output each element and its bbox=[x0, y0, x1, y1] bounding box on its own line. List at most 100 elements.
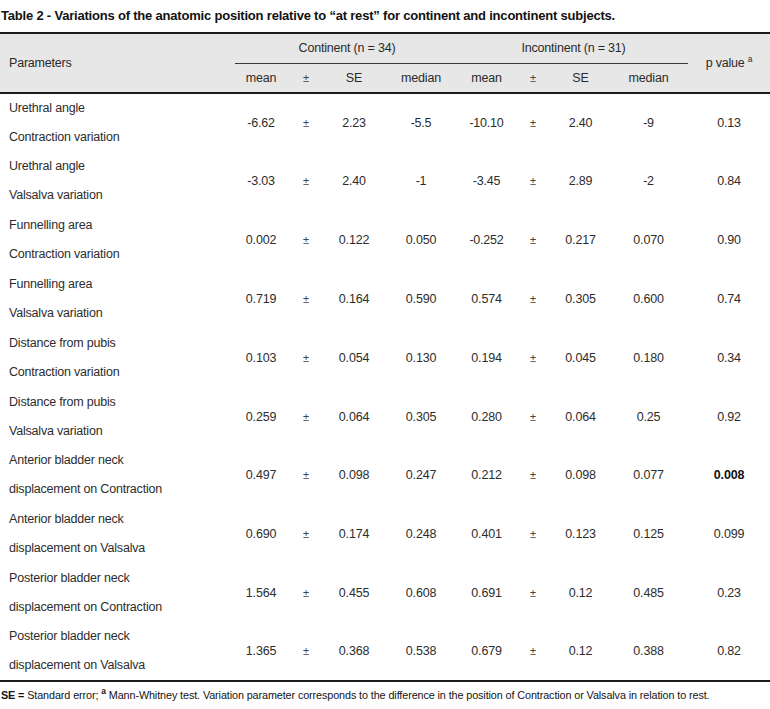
col-header-plus-minus-incontinent: ± bbox=[514, 63, 552, 93]
table-header: Parameters Continent (n = 34) Incontinen… bbox=[0, 33, 770, 93]
continent-se: 0.164 bbox=[325, 270, 383, 329]
incontinent-se: 0.123 bbox=[552, 505, 609, 564]
incontinent-mean: -0.252 bbox=[459, 211, 514, 270]
incontinent-se: 0.045 bbox=[552, 328, 609, 387]
plus-minus-sign: ± bbox=[287, 564, 325, 623]
p-value: 0.23 bbox=[688, 564, 770, 623]
incontinent-mean: -10.10 bbox=[459, 93, 514, 152]
col-header-se-incontinent: SE bbox=[552, 63, 609, 93]
continent-median: 0.608 bbox=[383, 564, 459, 623]
parameter-line-2: Valsalva variation bbox=[9, 417, 235, 446]
incontinent-median: -9 bbox=[609, 93, 688, 152]
plus-minus-sign: ± bbox=[287, 328, 325, 387]
incontinent-median: 0.077 bbox=[609, 446, 688, 505]
parameter-line-1: Urethral angle bbox=[9, 152, 235, 181]
parameter-line-2: displacement on Valsalva bbox=[9, 534, 235, 563]
continent-median: 0.130 bbox=[383, 328, 459, 387]
continent-mean: 0.690 bbox=[235, 505, 287, 564]
plus-minus-sign: ± bbox=[514, 387, 552, 446]
p-value: 0.90 bbox=[688, 211, 770, 270]
incontinent-mean: 0.280 bbox=[459, 387, 514, 446]
continent-mean: -3.03 bbox=[235, 152, 287, 211]
paper-table-page: Table 2 - Variations of the anatomic pos… bbox=[0, 0, 770, 709]
parameter-line-1: Funnelling area bbox=[9, 211, 235, 240]
col-header-p-value: p value a bbox=[688, 33, 770, 93]
parameter-line-2: displacement on Valsalva bbox=[9, 651, 235, 680]
incontinent-mean: 0.194 bbox=[459, 328, 514, 387]
plus-minus-sign: ± bbox=[287, 387, 325, 446]
plus-minus-sign: ± bbox=[514, 328, 552, 387]
continent-median: 0.050 bbox=[383, 211, 459, 270]
plus-minus-sign: ± bbox=[514, 505, 552, 564]
p-value: 0.74 bbox=[688, 270, 770, 329]
col-group-incontinent: Incontinent (n = 31) bbox=[459, 33, 688, 63]
incontinent-se: 0.12 bbox=[552, 622, 609, 681]
continent-se: 0.098 bbox=[325, 446, 383, 505]
incontinent-median: 0.485 bbox=[609, 564, 688, 623]
results-table: Parameters Continent (n = 34) Incontinen… bbox=[0, 32, 770, 682]
plus-minus-sign: ± bbox=[514, 622, 552, 681]
parameter-line-1: Distance from pubis bbox=[9, 388, 235, 417]
incontinent-se: 0.12 bbox=[552, 564, 609, 623]
plus-minus-sign: ± bbox=[514, 270, 552, 329]
p-value: 0.008 bbox=[688, 446, 770, 505]
incontinent-se: 0.098 bbox=[552, 446, 609, 505]
col-header-parameters: Parameters bbox=[0, 33, 235, 93]
parameter-line-1: Anterior bladder neck bbox=[9, 446, 235, 475]
parameter-line-1: Funnelling area bbox=[9, 270, 235, 299]
table-row: Anterior bladder neck displacement on Co… bbox=[0, 446, 770, 505]
table-footnote: SE = Standard error; a Mann-Whitney test… bbox=[0, 682, 770, 701]
parameter-line-1: Distance from pubis bbox=[9, 329, 235, 358]
continent-se: 2.23 bbox=[325, 93, 383, 152]
continent-se: 0.064 bbox=[325, 387, 383, 446]
continent-mean: -6.62 bbox=[235, 93, 287, 152]
footnote-se-abbrev: SE = bbox=[1, 689, 27, 701]
continent-mean: 0.719 bbox=[235, 270, 287, 329]
incontinent-median: -2 bbox=[609, 152, 688, 211]
continent-median: -1 bbox=[383, 152, 459, 211]
continent-se: 0.455 bbox=[325, 564, 383, 623]
plus-minus-sign: ± bbox=[287, 93, 325, 152]
col-header-median-continent: median bbox=[383, 63, 459, 93]
incontinent-se: 0.064 bbox=[552, 387, 609, 446]
plus-minus-sign: ± bbox=[514, 446, 552, 505]
table-caption: Table 2 - Variations of the anatomic pos… bbox=[0, 6, 770, 32]
table-row: Posterior bladder neck displacement on C… bbox=[0, 564, 770, 623]
incontinent-median: 0.25 bbox=[609, 387, 688, 446]
plus-minus-sign: ± bbox=[514, 211, 552, 270]
table-body: Urethral angle Contraction variation -6.… bbox=[0, 93, 770, 681]
plus-minus-sign: ± bbox=[287, 270, 325, 329]
footnote-se-definition: Standard error; bbox=[27, 689, 101, 701]
parameter-line-1: Urethral angle bbox=[9, 94, 235, 123]
continent-mean: 0.259 bbox=[235, 387, 287, 446]
continent-se: 2.40 bbox=[325, 152, 383, 211]
continent-mean: 1.564 bbox=[235, 564, 287, 623]
table-row: Urethral angle Valsalva variation -3.03 … bbox=[0, 152, 770, 211]
continent-se: 0.054 bbox=[325, 328, 383, 387]
continent-median: 0.590 bbox=[383, 270, 459, 329]
p-value-label: p value bbox=[706, 56, 745, 70]
parameter-line-1: Posterior bladder neck bbox=[9, 564, 235, 593]
parameter-line-1: Anterior bladder neck bbox=[9, 505, 235, 534]
incontinent-se: 0.305 bbox=[552, 270, 609, 329]
continent-mean: 0.497 bbox=[235, 446, 287, 505]
incontinent-mean: 0.212 bbox=[459, 446, 514, 505]
incontinent-median: 0.125 bbox=[609, 505, 688, 564]
parameter-line-2: displacement on Contraction bbox=[9, 593, 235, 622]
col-header-mean-incontinent: mean bbox=[459, 63, 514, 93]
col-group-continent: Continent (n = 34) bbox=[235, 33, 459, 63]
plus-minus-sign: ± bbox=[287, 505, 325, 564]
parameter-line-2: Valsalva variation bbox=[9, 181, 235, 210]
continent-median: -5.5 bbox=[383, 93, 459, 152]
col-header-mean-continent: mean bbox=[235, 63, 287, 93]
incontinent-median: 0.388 bbox=[609, 622, 688, 681]
plus-minus-sign: ± bbox=[514, 93, 552, 152]
incontinent-se: 2.89 bbox=[552, 152, 609, 211]
continent-median: 0.538 bbox=[383, 622, 459, 681]
continent-mean: 0.002 bbox=[235, 211, 287, 270]
plus-minus-sign: ± bbox=[287, 446, 325, 505]
p-value: 0.92 bbox=[688, 387, 770, 446]
incontinent-mean: 0.679 bbox=[459, 622, 514, 681]
continent-mean: 0.103 bbox=[235, 328, 287, 387]
table-row: Funnelling area Contraction variation 0.… bbox=[0, 211, 770, 270]
